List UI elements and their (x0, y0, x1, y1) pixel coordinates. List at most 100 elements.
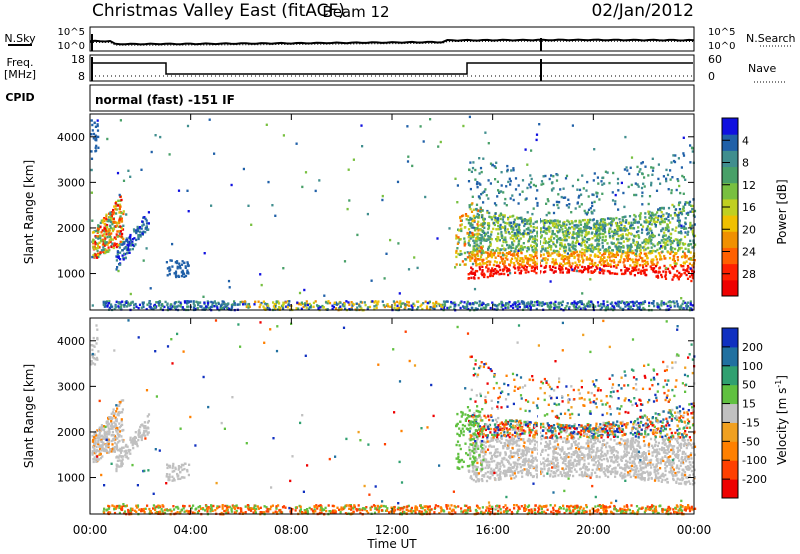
power-echo-cell (581, 292, 584, 295)
power-echo-cell (602, 262, 606, 265)
power-echo-cell (443, 304, 447, 307)
power-echo-cell (478, 249, 481, 253)
power-echo-cell (117, 199, 120, 202)
power-echo-cell (640, 186, 644, 190)
power-echo-cell (625, 219, 628, 222)
power-echo-cell (669, 271, 672, 275)
power-echo-cell (629, 272, 633, 275)
power-echo-cell (417, 300, 420, 303)
power-echo-cell (477, 258, 480, 261)
power-echo-cell (670, 246, 673, 249)
power-echo-cell (539, 220, 543, 223)
power-echo-cell (600, 303, 603, 306)
power-echo-cell (587, 208, 591, 211)
power-echo-cell (623, 227, 626, 230)
power-echo-cell (634, 182, 637, 185)
velocity-echo-cell (440, 510, 443, 513)
velocity-echo-cell (594, 505, 597, 508)
power-echo-cell (667, 213, 670, 216)
power-echo-cell (500, 306, 503, 309)
power-echo-cell (287, 303, 290, 307)
velocity-echo-cell (466, 511, 469, 515)
power-echo-cell (217, 302, 220, 306)
power-echo-cell (634, 261, 637, 264)
power-echo-cell (142, 301, 145, 304)
power-echo-cell (170, 259, 173, 262)
power-echo-cell (396, 300, 399, 304)
power-echo-cell (171, 242, 174, 246)
power-echo-cell (90, 150, 93, 153)
power-echo-cell (326, 302, 329, 305)
power-echo-cell (571, 236, 574, 239)
power-echo-cell (555, 262, 558, 265)
power-echo-cell (478, 182, 481, 185)
power-echo-cell (556, 173, 559, 177)
power-echo-cell (309, 306, 313, 309)
power-echo-cell (569, 266, 572, 269)
power-echo-cell (493, 202, 497, 205)
power-echo-cell (457, 241, 460, 244)
power-echo-cell (498, 252, 502, 255)
power-echo-cell (525, 228, 528, 231)
power-echo-cell (166, 267, 169, 270)
power-echo-cell (526, 186, 529, 190)
power-echo-cell (650, 229, 653, 232)
power-echo-cell (493, 250, 496, 253)
power-echo-cell (480, 303, 483, 307)
power-echo-cell (118, 246, 121, 249)
power-echo-cell (282, 134, 285, 137)
power-echo-cell (529, 303, 532, 306)
power-echo-cell (602, 229, 605, 232)
power-echo-cell (298, 302, 301, 306)
power-echo-cell (568, 236, 571, 239)
power-echo-cell (638, 305, 641, 309)
power-echo-cell (583, 240, 586, 244)
power-echo-cell (587, 249, 591, 252)
power-echo-cell (629, 301, 632, 304)
power-echo-cell (535, 244, 538, 247)
power-echo-cell (208, 306, 211, 309)
power-echo-cell (621, 233, 624, 236)
power-echo-cell (328, 301, 332, 305)
velocity-echo-cell (123, 512, 126, 515)
power-echo-cell (376, 301, 379, 304)
power-echo-cell (529, 229, 532, 232)
power-echo-cell (494, 216, 497, 220)
velocity-echo-cell (248, 507, 251, 510)
power-echo-cell (511, 227, 514, 230)
power-echo-cell (549, 248, 552, 251)
velocity-echo-cell (310, 508, 313, 511)
power-echo-cell (102, 246, 105, 249)
frequency-panel-frame (89, 54, 695, 82)
power-echo-cell (632, 227, 636, 230)
power-echo-cell (496, 307, 499, 310)
power-echo-cell (161, 304, 164, 308)
power-echo-cell (490, 218, 493, 221)
power-echo-cell (462, 124, 465, 128)
power-echo-cell (490, 230, 493, 234)
power-echo-cell (104, 251, 107, 255)
power-echo-cell (683, 227, 686, 230)
power-echo-cell (555, 226, 558, 229)
power-echo-cell (556, 249, 559, 253)
power-echo-cell (554, 258, 557, 261)
power-echo-cell (129, 239, 132, 242)
power-echo-cell (635, 268, 638, 272)
power-echo-cell (497, 224, 500, 228)
power-echo-cell (592, 248, 595, 251)
velocity-echo-cell (252, 511, 255, 514)
velocity-echo-cell (572, 505, 575, 508)
power-echo-cell (644, 261, 648, 264)
power-echo-cell (93, 121, 96, 124)
power-echo-cell (649, 239, 652, 242)
power-echo-cell (596, 242, 599, 245)
power-echo-cell (117, 225, 120, 228)
power-echo-cell (517, 234, 520, 238)
power-echo-cell (471, 262, 475, 266)
power-echo-cell (535, 133, 539, 136)
power-echo-cell (499, 261, 502, 264)
power-echo-cell (504, 229, 507, 232)
power-echo-cell (503, 238, 506, 241)
power-echo-cell (691, 304, 694, 307)
power-echo-cell (480, 307, 483, 311)
